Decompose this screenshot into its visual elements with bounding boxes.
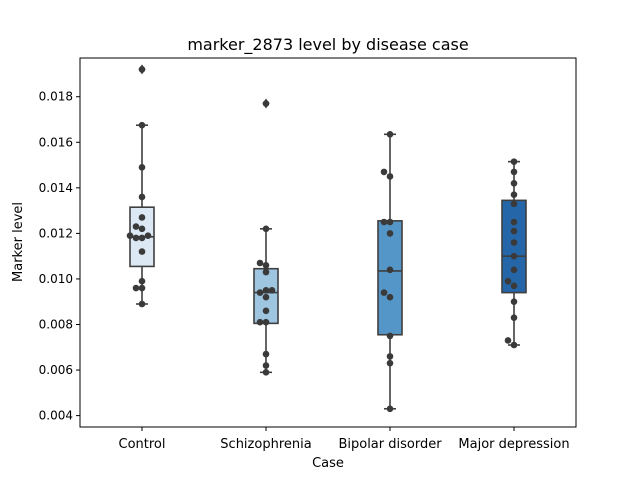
box-iqr (501, 199, 527, 294)
y-tick-label: 0.012 (39, 226, 73, 240)
data-point (138, 121, 146, 129)
data-point (510, 200, 518, 208)
data-point (386, 353, 394, 360)
box-iqr (377, 220, 403, 336)
y-axis-label: Marker level (11, 202, 26, 282)
box-group (377, 131, 403, 413)
y-tick-label: 0.006 (39, 363, 73, 377)
data-point (138, 277, 146, 285)
x-tick-label: Control (119, 437, 166, 452)
x-tick-label: Major depression (458, 437, 569, 452)
data-point (510, 227, 518, 235)
data-point (126, 232, 134, 239)
x-tick-label: Bipolar disorder (338, 437, 442, 452)
y-tick-label: 0.010 (39, 272, 73, 286)
y-tick-label: 0.016 (39, 135, 73, 149)
data-point (268, 287, 276, 294)
data-point (262, 225, 270, 233)
data-point (132, 223, 140, 230)
y-tick-label: 0.014 (39, 181, 73, 195)
data-point (510, 179, 518, 187)
data-point (510, 158, 518, 165)
data-point (262, 100, 270, 107)
box-group (253, 98, 279, 376)
data-point (262, 268, 270, 276)
data-point (386, 405, 394, 413)
plot-frame (79, 57, 577, 428)
y-tick-label: 0.008 (39, 318, 73, 332)
data-point (138, 225, 146, 233)
data-point (386, 173, 394, 180)
data-point (262, 293, 270, 301)
data-point (132, 234, 140, 242)
data-point (262, 362, 270, 369)
data-point (386, 230, 394, 237)
data-point (138, 214, 146, 221)
data-point (510, 168, 518, 176)
data-point (510, 266, 518, 274)
data-point (138, 284, 146, 292)
data-point (510, 282, 518, 290)
data-point (504, 337, 512, 344)
y-axis: 0.004 0.006 0.008 0.010 0.012 0.014 0.016 0.018 (39, 90, 80, 423)
data-point (262, 369, 270, 376)
data-point (386, 332, 394, 340)
x-axis: Control Schizophrenia Bipolar disorder Majo… (119, 427, 570, 452)
data-point (386, 131, 394, 138)
data-point (510, 252, 518, 260)
data-point (510, 341, 518, 349)
data-point (138, 164, 146, 171)
data-point (256, 318, 264, 326)
data-point (138, 300, 146, 308)
data-point (256, 289, 264, 296)
data-point (386, 266, 394, 274)
data-point (380, 289, 388, 296)
data-point (262, 261, 270, 269)
data-point (386, 293, 394, 301)
data-point (380, 168, 388, 176)
data-point (386, 218, 394, 226)
data-point (510, 218, 518, 226)
plot-area (126, 64, 527, 413)
y-tick-label: 0.004 (39, 409, 73, 423)
x-tick-label: Schizophrenia (220, 437, 311, 452)
data-point (262, 318, 270, 326)
data-point (262, 307, 270, 315)
data-point (380, 218, 388, 226)
data-point (256, 259, 264, 267)
data-point (138, 248, 146, 255)
data-point (138, 193, 146, 201)
data-point (262, 350, 270, 358)
data-point (504, 277, 512, 285)
data-point (386, 359, 394, 367)
data-point (510, 314, 518, 321)
data-point (510, 191, 518, 198)
data-point (138, 234, 146, 242)
data-point (144, 232, 152, 239)
chart-title: marker_2873 level by disease case (187, 35, 468, 55)
box-group (126, 64, 155, 308)
data-point (262, 287, 270, 294)
x-axis-label: Case (312, 456, 344, 471)
data-point (510, 298, 518, 306)
data-point (510, 239, 518, 246)
y-tick-label: 0.018 (39, 90, 73, 104)
box-group (501, 158, 527, 349)
data-point (138, 66, 146, 73)
data-point (132, 284, 140, 292)
